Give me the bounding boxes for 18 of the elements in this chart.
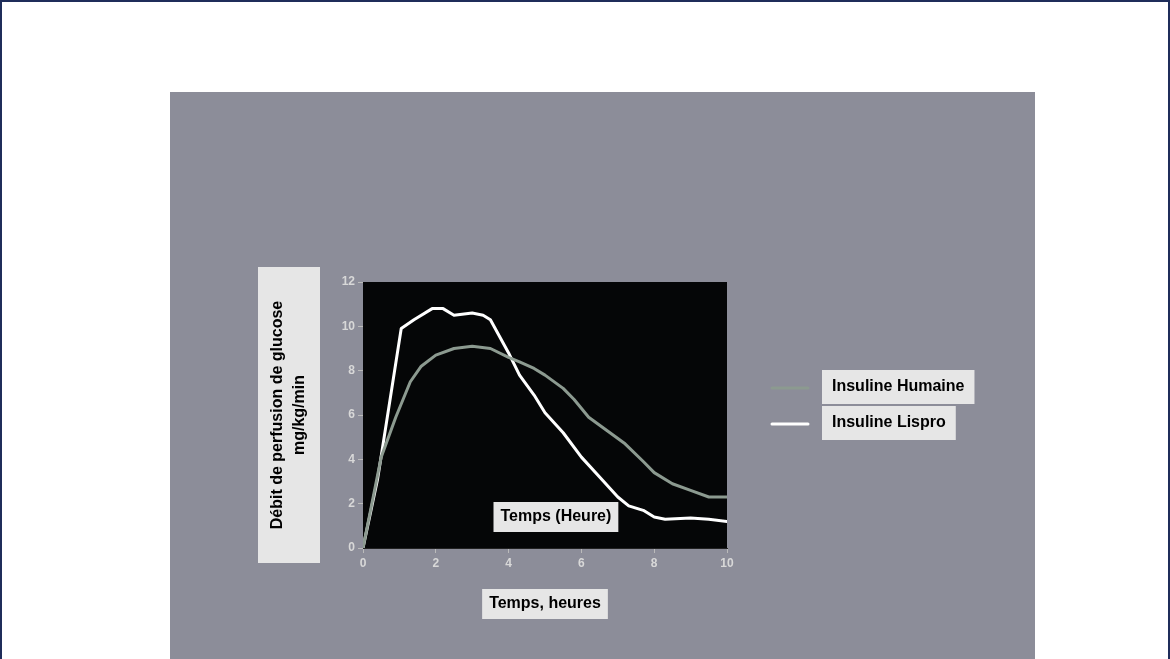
x-tick-label: 8	[650, 555, 658, 570]
x-axis-title: Temps, heures	[489, 594, 601, 612]
y-tick-label: 10	[341, 318, 356, 333]
legend-label: Insuline Lispro	[832, 413, 947, 431]
x-tick-label: 4	[505, 555, 513, 570]
x-tick-label: 2	[432, 555, 440, 570]
x-tick-label: 6	[578, 555, 586, 570]
legend-label: Insuline Humaine	[832, 377, 965, 395]
annotation: Temps (Heure)	[500, 507, 612, 525]
y-tick-label: 8	[348, 362, 356, 377]
y-tick-label: 12	[341, 274, 356, 289]
y-tick-label: 2	[348, 495, 356, 510]
x-tick-label: 0	[359, 555, 367, 570]
y-axis-title: Débit de perfusion de glucose mg/kg/min	[268, 300, 308, 530]
y-tick-label: 4	[348, 451, 356, 466]
x-tick-label: 10	[720, 555, 734, 570]
y-tick-label: 6	[348, 407, 356, 422]
y-tick-label: 0	[348, 540, 356, 555]
